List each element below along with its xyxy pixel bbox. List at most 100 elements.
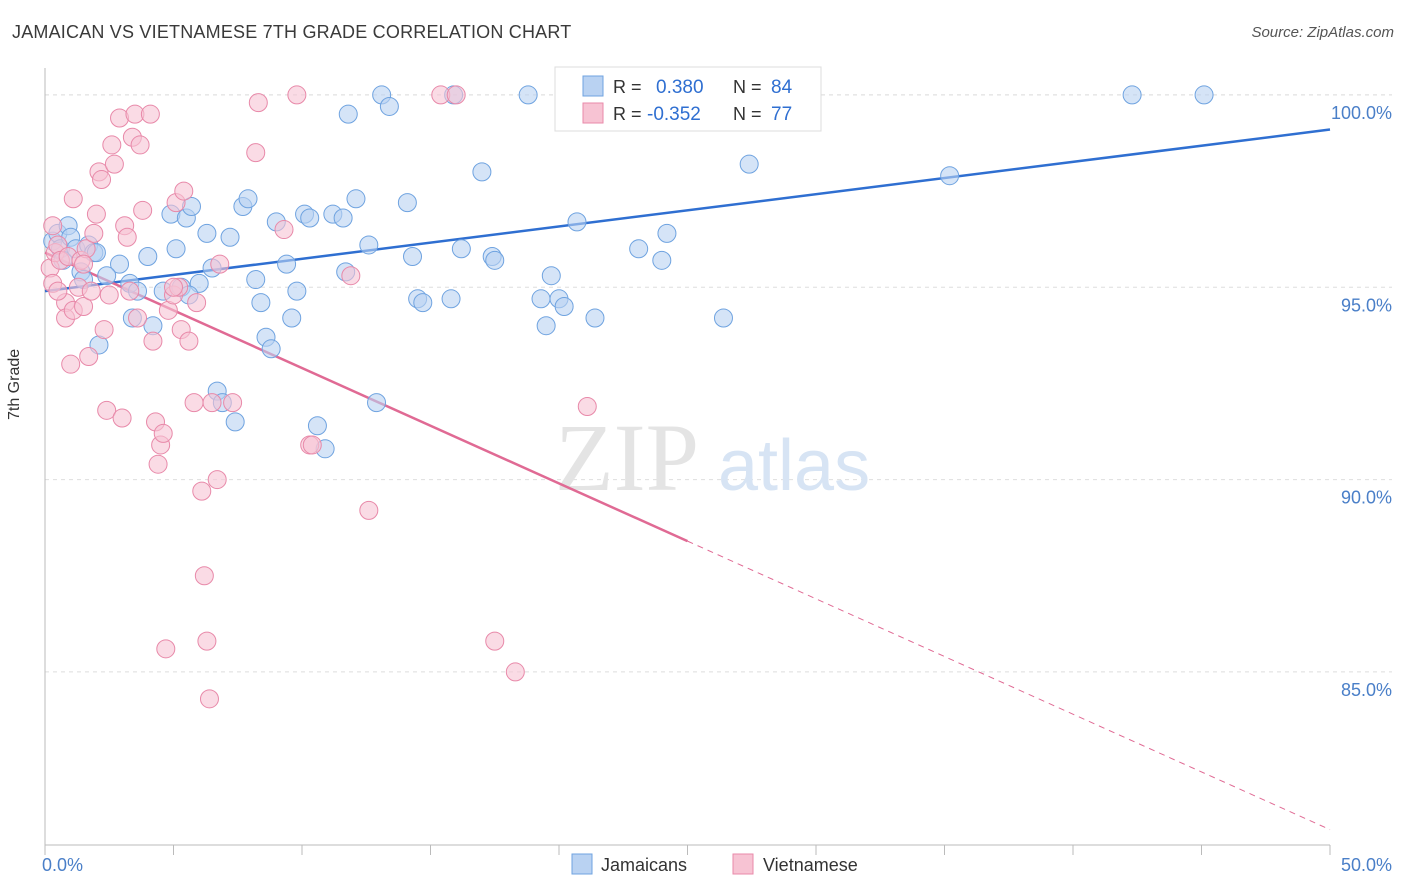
vietnamese-point — [274, 220, 294, 240]
jamaican-point — [166, 239, 186, 259]
jamaican-point — [403, 246, 423, 266]
vietnamese-point — [99, 285, 119, 305]
legend-swatch-jamaicans — [582, 75, 604, 97]
vietnamese-point — [341, 266, 361, 286]
chart-title: JAMAICAN VS VIETNAMESE 7TH GRADE CORRELA… — [12, 22, 572, 42]
legend-r-value-2: -0.352 — [647, 104, 701, 125]
vietnamese-point — [112, 408, 132, 428]
legend-swatch-vietnamese — [582, 102, 604, 124]
vietnamese-trend-extension — [687, 540, 1331, 831]
jamaican-point — [379, 96, 399, 116]
vietnamese-point — [102, 135, 122, 155]
vietnamese-point — [223, 393, 243, 413]
vietnamese-point — [179, 331, 199, 351]
vietnamese-point — [117, 227, 137, 247]
vietnamese-point — [485, 631, 505, 651]
vietnamese-point — [92, 170, 112, 190]
stats-legend: R = 0.380 N = 84 R = -0.352 N = 77 — [554, 66, 822, 132]
jamaican-point — [518, 85, 538, 105]
vietnamese-point — [192, 481, 212, 501]
vietnamese-point — [74, 296, 94, 316]
vietnamese-point — [359, 500, 379, 520]
legend-r-label-2: R = — [613, 104, 642, 124]
jamaican-point — [277, 254, 297, 274]
jamaican-point — [554, 296, 574, 316]
y-tick-label: 90.0% — [1341, 488, 1392, 508]
vietnamese-point — [104, 154, 124, 174]
vietnamese-point — [164, 277, 183, 297]
y-tick-label: 95.0% — [1341, 295, 1392, 315]
jamaican-point — [739, 154, 759, 174]
jamaican-point — [713, 308, 733, 328]
vietnamese-point — [148, 454, 168, 474]
vietnamese-point — [61, 354, 81, 374]
vietnamese-point — [43, 216, 63, 236]
legend-n-label-2: N = — [733, 104, 762, 124]
legend-n-label-1: N = — [733, 77, 762, 97]
jamaican-point — [652, 250, 672, 270]
jamaican-point — [110, 254, 130, 274]
vietnamese-point — [202, 393, 222, 413]
jamaican-point — [657, 223, 677, 243]
jamaican-point — [220, 227, 240, 247]
vietnamese-point — [156, 639, 176, 659]
vietnamese-point — [84, 223, 104, 243]
jamaican-point — [138, 246, 158, 266]
vietnamese-point — [94, 320, 114, 340]
jamaican-point — [413, 293, 433, 313]
jamaican-point — [940, 166, 960, 186]
vietnamese-point — [199, 689, 219, 709]
vietnamese-point — [48, 281, 68, 301]
watermark-zip: ZIP — [555, 404, 699, 511]
vietnamese-point — [86, 204, 106, 224]
jamaican-point — [536, 316, 556, 336]
jamaican-point — [1122, 85, 1142, 105]
vietnamese-point — [81, 281, 101, 301]
bottom-legend-label-vietnamese: Vietnamese — [763, 855, 858, 875]
vietnamese-point — [207, 470, 227, 490]
jamaican-point — [287, 281, 307, 301]
jamaican-point — [541, 266, 561, 286]
vietnamese-point — [505, 662, 525, 682]
jamaican-point — [451, 239, 471, 259]
bottom-legend-swatch-vietnamese — [732, 853, 754, 875]
jamaican-point — [629, 239, 649, 259]
jamaican-point — [346, 189, 366, 209]
vietnamese-point — [194, 566, 214, 586]
series-legend: Jamaicans Vietnamese — [571, 853, 858, 875]
jamaican-point — [251, 293, 271, 313]
jamaican-point — [333, 208, 353, 228]
jamaican-point — [485, 250, 505, 270]
vietnamese-point — [210, 254, 230, 274]
vietnamese-point — [120, 281, 140, 301]
jamaican-point — [197, 223, 217, 243]
vietnamese-point — [143, 331, 163, 351]
bottom-legend-swatch-jamaicans — [571, 853, 593, 875]
jamaican-point — [441, 289, 461, 309]
vietnamese-point — [74, 254, 94, 274]
jamaican-point — [238, 189, 258, 209]
vietnamese-point — [302, 435, 322, 455]
x-tick-label-max: 50.0% — [1341, 855, 1392, 875]
vietnamese-point — [153, 423, 173, 443]
jamaican-point — [261, 339, 281, 359]
jamaican-point — [282, 308, 302, 328]
y-tick-label: 100.0% — [1331, 103, 1392, 123]
jamaican-point — [97, 266, 117, 286]
jamaican-point — [585, 308, 605, 328]
vietnamese-point — [187, 293, 207, 313]
legend-r-label-1: R = — [613, 77, 642, 97]
jamaican-point — [531, 289, 551, 309]
jamaican-point — [300, 208, 320, 228]
jamaican-point — [225, 412, 245, 432]
jamaican-point — [367, 393, 387, 413]
jamaican-point — [567, 212, 587, 232]
watermark-atlas: atlas — [718, 426, 870, 506]
jamaican-point — [307, 416, 327, 436]
vietnamese-point — [184, 393, 204, 413]
x-tick-label-min: 0.0% — [42, 855, 83, 875]
legend-n-value-1: 84 — [771, 77, 793, 98]
jamaican-point — [338, 104, 358, 124]
jamaican-point — [1194, 85, 1214, 105]
vietnamese-point — [140, 104, 160, 124]
